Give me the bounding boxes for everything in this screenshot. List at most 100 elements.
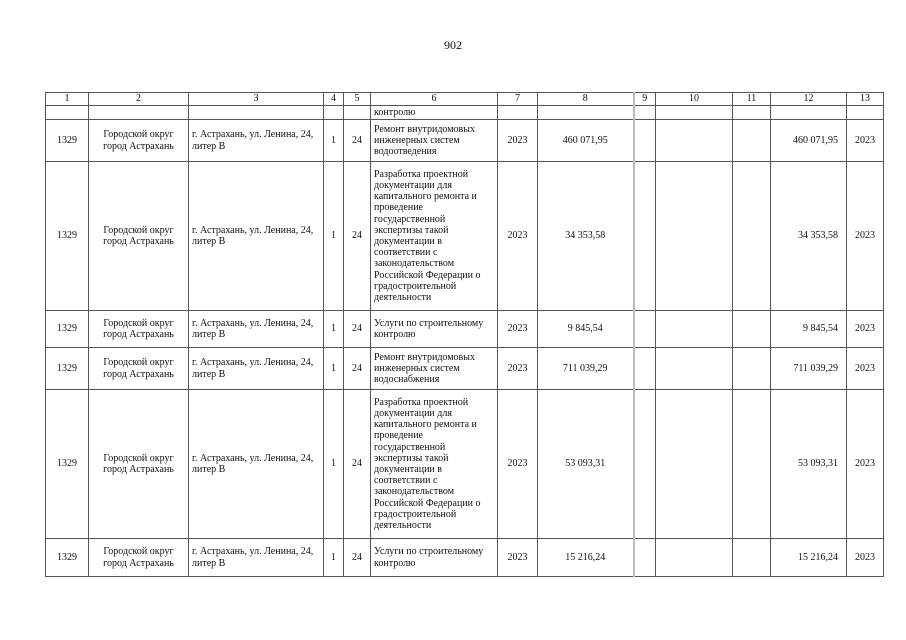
cell-col9 (632, 389, 656, 539)
cell-municipality: Городской округ город Астрахань (88, 119, 189, 162)
page-number: 902 (444, 38, 462, 52)
cell-num: 1329 (45, 538, 89, 577)
cell-col10 (655, 105, 733, 120)
cell-col12: 711 039,29 (770, 347, 847, 390)
cell-col5: 24 (343, 538, 371, 577)
cell-col5: 24 (343, 119, 371, 162)
header-year: 7 (497, 92, 538, 106)
cell-address: г. Астрахань, ул. Ленина, 24, литер В (188, 347, 324, 390)
cell-municipality: Городской округ город Астрахань (88, 538, 189, 577)
cell-col5: 24 (343, 161, 371, 311)
cell-col13: 2023 (846, 389, 884, 539)
cell-col10 (655, 389, 733, 539)
table-row: 1329 Городской округ город Астрахань г. Ас… (45, 310, 884, 348)
cell-address: г. Астрахань, ул. Ленина, 24, литер В (188, 389, 324, 539)
cell-year: 2023 (497, 347, 538, 390)
cell-col11 (732, 538, 771, 577)
cell-col4: 1 (323, 310, 344, 348)
header-row: 1 2 3 4 5 6 7 8 9 10 11 12 13 (45, 92, 884, 106)
cell-work: контролю (370, 105, 498, 120)
cell-municipality (88, 105, 189, 120)
cell-col10 (655, 310, 733, 348)
header-municipality: 2 (88, 92, 189, 106)
cell-col5: 24 (343, 389, 371, 539)
cell-col12: 9 845,54 (770, 310, 847, 348)
header-col10: 10 (655, 92, 733, 106)
cell-work: Разработка проектной документации для ка… (370, 389, 498, 539)
cell-num: 1329 (45, 310, 89, 348)
table-row: 1329 Городской округ город Астрахань г. Ас… (45, 119, 884, 162)
cell-work: Ремонт внутридомовых инженерных систем в… (370, 119, 498, 162)
cell-col4: 1 (323, 538, 344, 577)
header-work: 6 (370, 92, 498, 106)
cell-year (497, 105, 538, 120)
cell-total: 53 093,31 (537, 389, 634, 539)
table-row: 1329 Городской округ город Астрахань г. Ас… (45, 538, 884, 577)
header-total: 8 (537, 92, 634, 106)
cell-address: г. Астрахань, ул. Ленина, 24, литер В (188, 310, 324, 348)
cell-col10 (655, 119, 733, 162)
cell-col5 (343, 105, 371, 120)
cell-year: 2023 (497, 389, 538, 539)
cell-col12: 15 216,24 (770, 538, 847, 577)
cell-col5: 24 (343, 347, 371, 390)
cell-col11 (732, 389, 771, 539)
cell-col13: 2023 (846, 119, 884, 162)
header-col13: 13 (846, 92, 884, 106)
cell-col13: 2023 (846, 161, 884, 311)
cell-col5: 24 (343, 310, 371, 348)
cell-col13: 2023 (846, 538, 884, 577)
cell-col4: 1 (323, 161, 344, 311)
table-row: 1329 Городской округ город Астрахань г. Ас… (45, 389, 884, 539)
cell-address: г. Астрахань, ул. Ленина, 24, литер В (188, 538, 324, 577)
cell-col10 (655, 538, 733, 577)
cell-work: Услуги по строительному контролю (370, 310, 498, 348)
header-num: 1 (45, 92, 89, 106)
continuation-row: контролю (45, 105, 884, 120)
cell-col11 (732, 105, 771, 120)
cell-total: 9 845,54 (537, 310, 634, 348)
cell-col11 (732, 161, 771, 311)
header-col9: 9 (632, 92, 656, 106)
cell-col13 (846, 105, 884, 120)
cell-year: 2023 (497, 538, 538, 577)
cell-year: 2023 (497, 310, 538, 348)
cell-year: 2023 (497, 119, 538, 162)
table-row: 1329 Городской округ город Астрахань г. Ас… (45, 161, 884, 311)
cell-col10 (655, 347, 733, 390)
cell-col12 (770, 105, 847, 120)
cell-col13: 2023 (846, 310, 884, 348)
cell-col4: 1 (323, 119, 344, 162)
cell-address (188, 105, 324, 120)
cell-col4: 1 (323, 389, 344, 539)
cell-work: Услуги по строительному контролю (370, 538, 498, 577)
cell-num: 1329 (45, 389, 89, 539)
cell-col9 (632, 310, 656, 348)
cell-col11 (732, 310, 771, 348)
table-row: 1329 Городской округ город Астрахань г. Ас… (45, 347, 884, 390)
cell-address: г. Астрахань, ул. Ленина, 24, литер В (188, 119, 324, 162)
cell-num: 1329 (45, 347, 89, 390)
cell-work: Ремонт внутридомовых инженерных систем в… (370, 347, 498, 390)
cell-total: 15 216,24 (537, 538, 634, 577)
cell-col13: 2023 (846, 347, 884, 390)
cell-col4: 1 (323, 347, 344, 390)
cell-municipality: Городской округ город Астрахань (88, 161, 189, 311)
cell-total (537, 105, 634, 120)
cell-col9 (632, 347, 656, 390)
header-col12: 12 (770, 92, 847, 106)
cell-col9 (632, 538, 656, 577)
cell-address: г. Астрахань, ул. Ленина, 24, литер В (188, 161, 324, 311)
works-table: 1 2 3 4 5 6 7 8 9 10 11 12 13 контролю 1329 Городской о… (45, 92, 884, 577)
header-address: 3 (188, 92, 324, 106)
cell-col11 (732, 347, 771, 390)
header-col4: 4 (323, 92, 344, 106)
cell-col9 (632, 119, 656, 162)
cell-num: 1329 (45, 161, 89, 311)
cell-total: 460 071,95 (537, 119, 634, 162)
header-col11: 11 (732, 92, 771, 106)
cell-municipality: Городской округ город Астрахань (88, 310, 189, 348)
header-col5: 5 (343, 92, 371, 106)
cell-work: Разработка проектной документации для ка… (370, 161, 498, 311)
cell-col12: 460 071,95 (770, 119, 847, 162)
